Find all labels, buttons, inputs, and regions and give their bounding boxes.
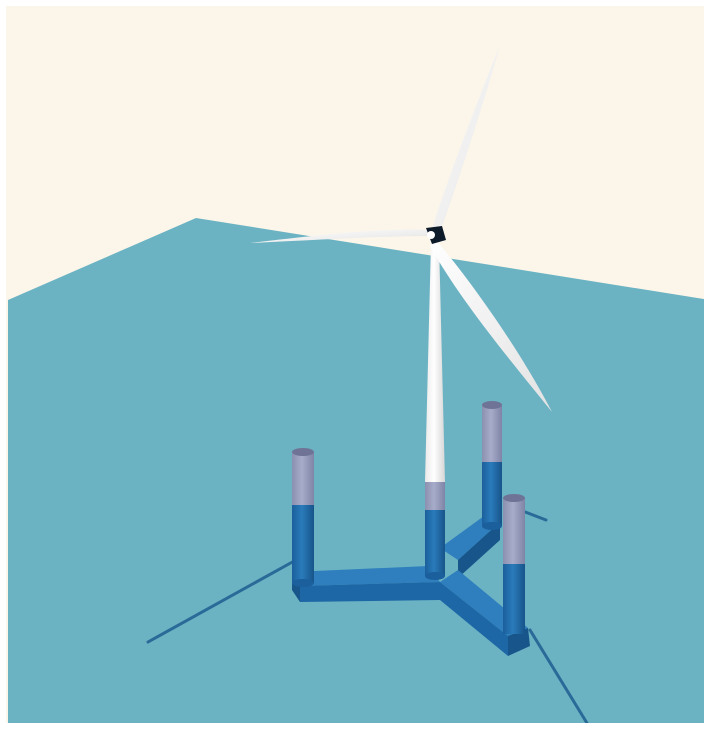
rotor-blades bbox=[250, 45, 552, 412]
mooring-line-front bbox=[528, 628, 592, 729]
sea-surface bbox=[8, 218, 710, 729]
column-center bbox=[425, 482, 445, 580]
rotor-hub bbox=[427, 231, 435, 239]
pontoon-front-end bbox=[508, 628, 530, 656]
blade-down bbox=[430, 240, 552, 412]
pontoon-front-side bbox=[440, 582, 508, 656]
pontoon-left-front bbox=[300, 582, 440, 602]
column-left bbox=[292, 448, 314, 587]
blade-up bbox=[430, 45, 500, 238]
pontoon-back-side bbox=[458, 522, 500, 578]
floating-platform bbox=[292, 401, 530, 656]
column-front bbox=[503, 494, 525, 634]
column-rear bbox=[482, 401, 502, 530]
mooring-line-left bbox=[146, 558, 298, 644]
blade-left bbox=[250, 229, 430, 243]
turbine-nacelle bbox=[426, 226, 446, 244]
turbine-tower bbox=[425, 242, 445, 482]
pontoon-left-top bbox=[292, 566, 440, 586]
